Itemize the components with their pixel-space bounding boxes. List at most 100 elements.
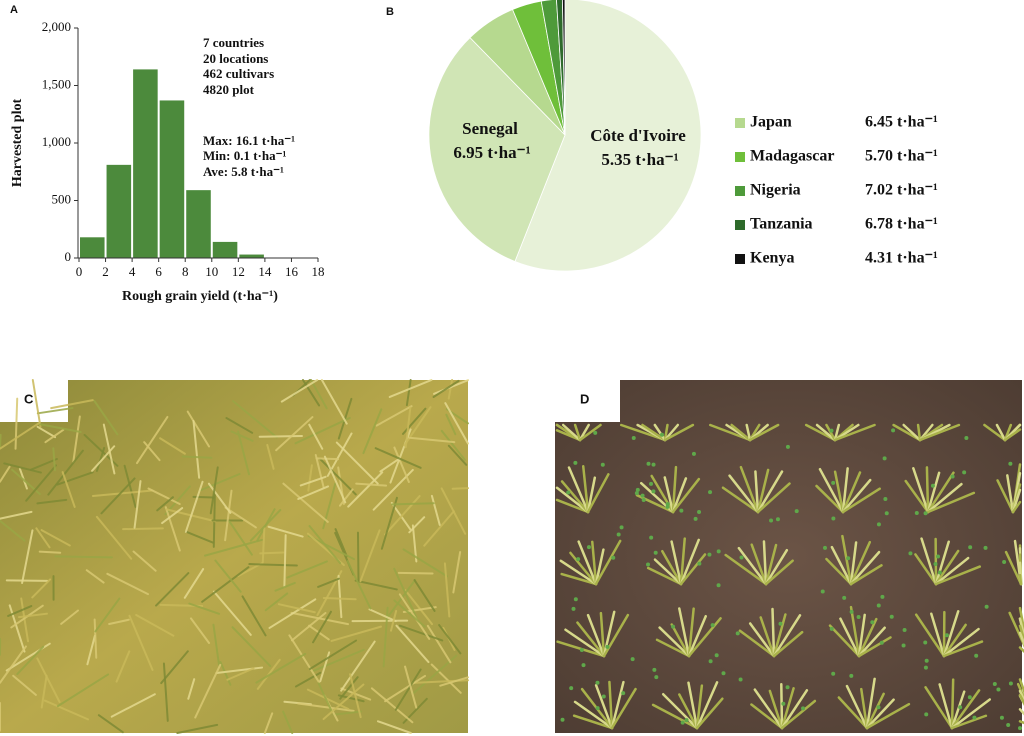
weed	[671, 624, 676, 629]
grass-stroke	[225, 416, 254, 434]
rice-plant	[748, 622, 776, 658]
grass-stroke	[122, 527, 164, 531]
weed	[923, 511, 928, 516]
grass-stroke	[334, 528, 348, 558]
rice-plant	[594, 684, 614, 730]
grass-stroke	[393, 446, 410, 483]
weed	[716, 583, 721, 588]
grass-stroke	[443, 562, 451, 618]
rice-plant	[687, 607, 695, 658]
rice-plant	[578, 423, 602, 442]
grass-stroke	[346, 560, 372, 610]
weed	[823, 545, 828, 550]
rice-plant	[577, 540, 598, 586]
pie-slice	[540, 0, 566, 136]
weed	[781, 701, 786, 706]
grass-stroke	[72, 415, 81, 463]
grass-stroke	[282, 482, 329, 523]
annotation: Min: 0.1 t·ha⁻¹	[203, 148, 286, 163]
grass-stroke	[374, 447, 422, 469]
grass-stroke	[277, 603, 316, 614]
grass-stroke	[397, 571, 434, 575]
weed	[571, 606, 576, 611]
rice-plant	[865, 698, 895, 730]
grass-stroke	[91, 489, 154, 497]
grass-stroke	[312, 610, 332, 644]
rice-plant	[591, 540, 598, 586]
rice-plant	[845, 684, 869, 730]
weed	[820, 589, 825, 594]
rice-plant	[772, 630, 804, 658]
weed	[972, 715, 977, 720]
bar	[159, 100, 185, 258]
weed	[611, 555, 616, 560]
rice-plant	[833, 470, 845, 514]
grass-stroke	[258, 435, 303, 438]
grass-stroke	[440, 429, 466, 461]
weed	[775, 517, 780, 522]
grass-stroke	[395, 624, 430, 664]
rice-plant	[653, 423, 667, 442]
weed	[693, 516, 698, 521]
grass-stroke	[100, 477, 136, 515]
grass-stroke	[308, 525, 342, 565]
grass-stroke	[86, 634, 96, 666]
rice-plant	[610, 680, 625, 730]
grass-stroke	[282, 710, 294, 734]
rice-plant	[737, 546, 768, 586]
rice-plant	[865, 702, 911, 730]
annotation: 20 locations	[203, 51, 268, 66]
rice-plant	[902, 423, 922, 442]
grass-stroke	[388, 379, 433, 398]
grass-stroke	[347, 471, 384, 508]
rice-plant	[849, 550, 881, 586]
grass-stroke	[320, 379, 348, 425]
grass-stroke	[0, 645, 27, 684]
weed	[595, 706, 600, 711]
weed	[876, 522, 881, 527]
grass-stroke	[402, 606, 437, 613]
rice-plant	[914, 613, 946, 658]
grass-stroke	[40, 674, 48, 709]
rice-plant	[841, 534, 853, 586]
rice-plant	[567, 466, 590, 514]
legend-swatch	[735, 118, 745, 128]
grass-stroke	[14, 397, 19, 450]
weed	[697, 510, 702, 515]
grass-stroke	[201, 566, 250, 603]
grass-stroke	[91, 445, 116, 472]
grass-stroke	[230, 430, 254, 442]
rice-plant	[721, 486, 760, 514]
rice-plant	[925, 466, 930, 514]
grass-stroke	[212, 490, 216, 548]
weed	[983, 545, 988, 550]
grass-stroke	[106, 572, 150, 596]
rice-plant	[1018, 689, 1024, 703]
x-tick-label: 18	[312, 264, 325, 279]
rice-plant	[635, 493, 675, 514]
grass-stroke	[332, 710, 363, 716]
grass-stroke	[132, 550, 157, 572]
bar	[133, 69, 158, 259]
grass-stroke	[408, 436, 456, 444]
bar	[106, 164, 132, 258]
weed	[576, 557, 581, 562]
weed	[876, 705, 881, 710]
rice-plant	[679, 553, 707, 586]
grass-stroke	[184, 530, 214, 544]
legend-value: 6.78 t·ha⁻¹	[865, 216, 938, 233]
weed	[586, 545, 591, 550]
grass-stroke	[426, 624, 452, 664]
grass-stroke	[280, 379, 319, 403]
grass-stroke	[355, 482, 388, 487]
grass-stroke	[339, 488, 354, 507]
weed	[882, 456, 887, 461]
grass-stroke	[108, 618, 130, 626]
rice-plant	[687, 681, 699, 730]
grass-stroke	[162, 662, 169, 722]
slice-label: Côte d'Ivoire	[590, 126, 686, 145]
grass-stroke	[20, 597, 30, 643]
weed	[908, 551, 913, 556]
rice-plant	[1018, 631, 1024, 647]
rice-plant	[573, 700, 614, 730]
